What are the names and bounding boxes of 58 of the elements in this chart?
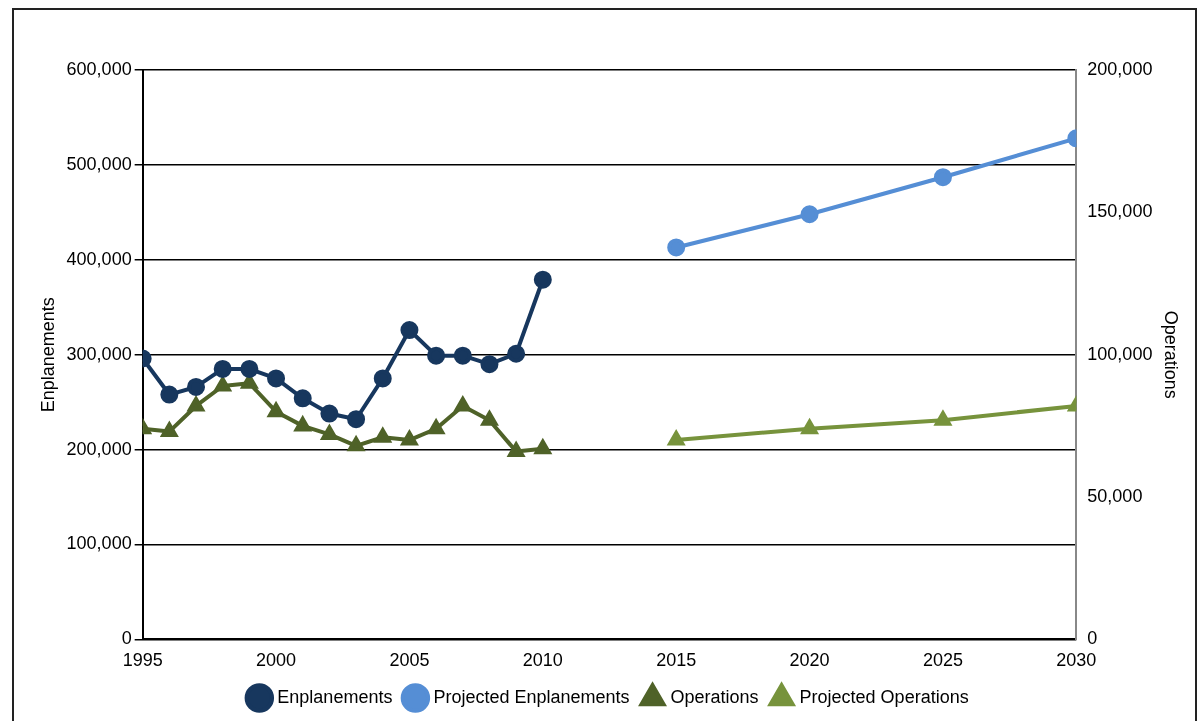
point bbox=[668, 431, 685, 446]
point bbox=[507, 344, 526, 363]
y-tick-label: 100,000 bbox=[66, 533, 132, 554]
x-tick-label: 2015 bbox=[656, 650, 697, 671]
y-tick-label: 300,000 bbox=[66, 343, 132, 364]
point bbox=[373, 369, 392, 388]
point bbox=[267, 369, 286, 388]
point bbox=[667, 238, 686, 257]
y-tick-label: 400,000 bbox=[66, 248, 132, 269]
y2-tick-label: 0 bbox=[1087, 628, 1098, 649]
legend-label: Operations bbox=[670, 686, 759, 707]
y-tick-label: 600,000 bbox=[66, 58, 132, 79]
point bbox=[320, 404, 339, 423]
point bbox=[481, 411, 498, 426]
point bbox=[533, 270, 552, 289]
point bbox=[454, 396, 471, 412]
y-axis-title: Enplanements bbox=[37, 297, 58, 413]
y2-tick-label: 100,000 bbox=[1087, 343, 1153, 364]
point bbox=[800, 205, 819, 224]
x-tick-label: 2010 bbox=[522, 650, 563, 671]
point bbox=[934, 411, 952, 426]
y-tick-label: 200,000 bbox=[66, 438, 132, 459]
point bbox=[187, 377, 206, 396]
x-tick-label: 2005 bbox=[389, 650, 430, 671]
point bbox=[214, 377, 231, 392]
point bbox=[480, 355, 499, 374]
point bbox=[933, 168, 952, 187]
legend-label: Projected Operations bbox=[799, 686, 969, 707]
y2-axis-title: Operations bbox=[1161, 310, 1182, 399]
point bbox=[160, 385, 179, 404]
point bbox=[374, 428, 391, 443]
point bbox=[401, 431, 418, 446]
y2-tick-label: 200,000 bbox=[1087, 58, 1153, 79]
x-tick-label: 1995 bbox=[122, 650, 163, 671]
point bbox=[347, 410, 366, 429]
x-tick-label: 2000 bbox=[256, 650, 297, 671]
point bbox=[213, 359, 232, 378]
point bbox=[293, 389, 312, 408]
point bbox=[453, 346, 472, 365]
legend-label: Projected Enplanements bbox=[433, 686, 630, 707]
point bbox=[321, 425, 338, 440]
y2-tick-label: 150,000 bbox=[1087, 201, 1153, 222]
point bbox=[240, 359, 259, 378]
y2-tick-label: 50,000 bbox=[1087, 486, 1143, 507]
x-tick-label: 2020 bbox=[789, 650, 830, 671]
point bbox=[508, 442, 525, 457]
x-tick-label: 2025 bbox=[922, 650, 963, 671]
point bbox=[427, 346, 446, 365]
point bbox=[187, 396, 205, 412]
y-tick-label: 0 bbox=[121, 628, 132, 649]
y-tick-label: 500,000 bbox=[66, 153, 132, 174]
point bbox=[400, 321, 419, 340]
point bbox=[160, 420, 179, 438]
point bbox=[427, 417, 446, 435]
x-tick-label: 2030 bbox=[1056, 650, 1097, 671]
point bbox=[800, 417, 819, 435]
point bbox=[266, 400, 285, 418]
legend-label: Enplanements bbox=[277, 686, 393, 707]
